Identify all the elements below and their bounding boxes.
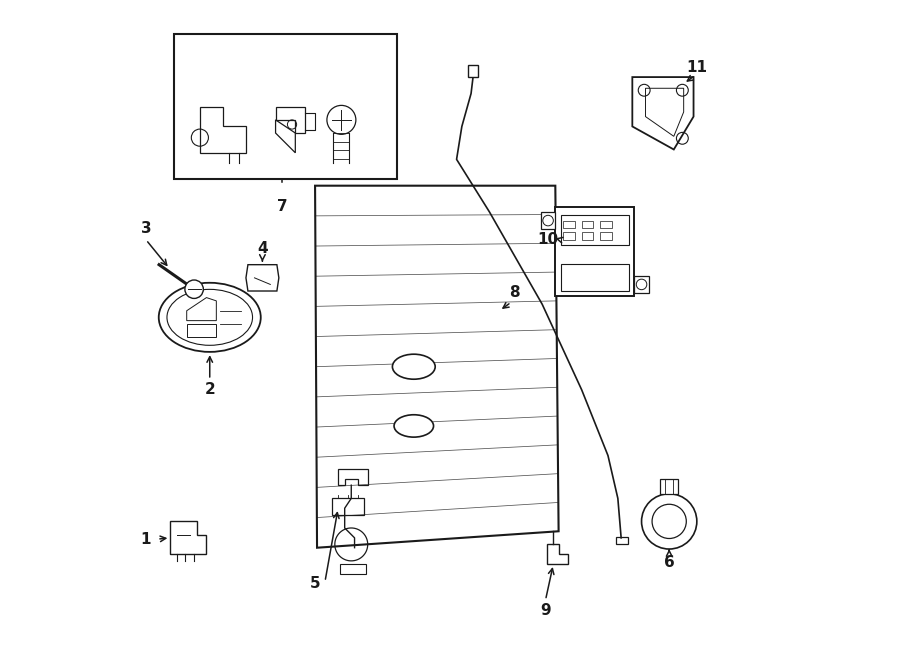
Bar	[581, 233, 593, 240]
Text: 6: 6	[664, 555, 675, 570]
Circle shape	[184, 280, 203, 298]
Bar	[555, 207, 634, 296]
Bar	[581, 221, 593, 228]
Text: 11: 11	[687, 59, 707, 75]
Bar	[561, 215, 629, 245]
Bar	[563, 233, 575, 240]
Polygon shape	[315, 186, 559, 548]
Bar	[563, 221, 575, 228]
Text: 4: 4	[257, 241, 267, 256]
Ellipse shape	[392, 354, 436, 379]
Ellipse shape	[394, 414, 434, 437]
Text: 9: 9	[540, 603, 551, 618]
Text: 7: 7	[277, 199, 287, 214]
Circle shape	[642, 494, 697, 549]
Bar	[468, 65, 478, 77]
Bar	[600, 221, 612, 228]
Bar	[541, 212, 555, 229]
Bar	[634, 276, 649, 293]
Text: 8: 8	[509, 285, 520, 300]
Polygon shape	[633, 77, 694, 149]
Bar	[600, 233, 612, 240]
Text: 1: 1	[140, 531, 151, 547]
Text: 3: 3	[140, 221, 151, 236]
Bar	[561, 264, 629, 291]
Bar	[616, 537, 627, 545]
Text: 10: 10	[537, 232, 558, 247]
Ellipse shape	[158, 283, 261, 352]
Text: 2: 2	[204, 382, 215, 397]
Bar	[174, 34, 397, 179]
Text: 5: 5	[310, 576, 320, 592]
Bar	[660, 479, 679, 494]
